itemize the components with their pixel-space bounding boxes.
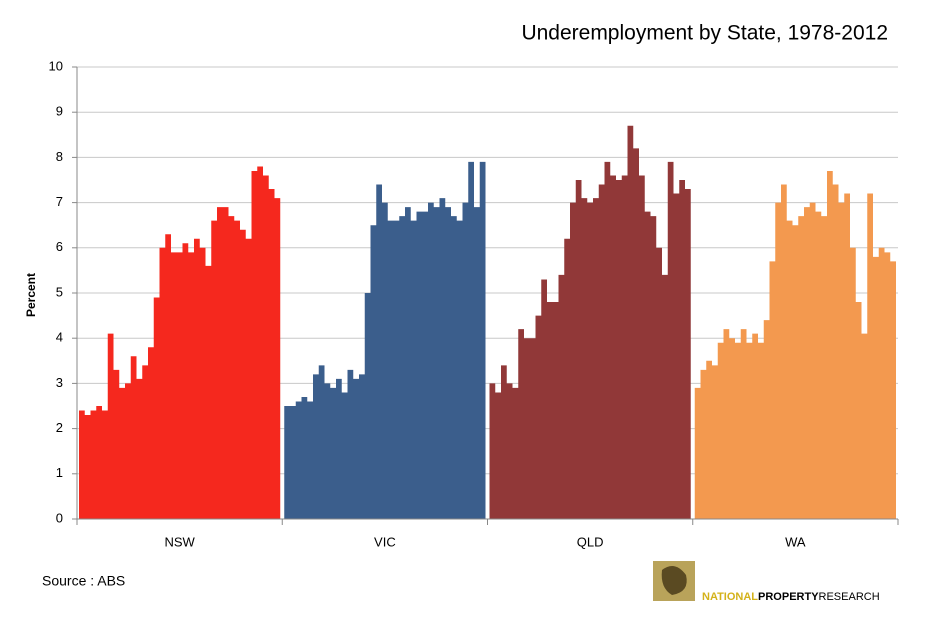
y-tick-label: 9	[56, 104, 63, 119]
y-tick-label: 1	[56, 465, 63, 480]
y-tick-label: 10	[49, 58, 63, 73]
y-tick-label: 5	[56, 284, 63, 299]
logo-part: PROPERTY	[758, 591, 819, 603]
y-tick-label: 7	[56, 194, 63, 209]
x-tick-label: VIC	[374, 534, 396, 549]
logo-text: NATIONALPROPERTYRESEARCH	[702, 591, 880, 603]
y-tick-label: 3	[56, 375, 63, 390]
y-axis-label: Percent	[24, 273, 38, 317]
area	[79, 166, 281, 519]
y-tick-label: 2	[56, 420, 63, 435]
area	[284, 161, 486, 520]
y-tick-label: 4	[56, 330, 63, 345]
area	[489, 125, 691, 519]
y-tick-label: 6	[56, 239, 63, 254]
logo-part: RESEARCH	[819, 591, 880, 603]
x-tick-label: WA	[785, 534, 806, 549]
logo-figure	[661, 566, 687, 595]
area	[694, 170, 896, 519]
source: Source : ABS	[42, 573, 125, 589]
x-tick-label: QLD	[577, 534, 604, 549]
x-tick-label: NSW	[164, 534, 195, 549]
chart-title: Underemployment by State, 1978-2012	[521, 22, 888, 45]
y-tick-label: 8	[56, 149, 63, 164]
logo-part: NATIONAL	[702, 591, 758, 603]
y-tick-label: 0	[56, 510, 63, 525]
